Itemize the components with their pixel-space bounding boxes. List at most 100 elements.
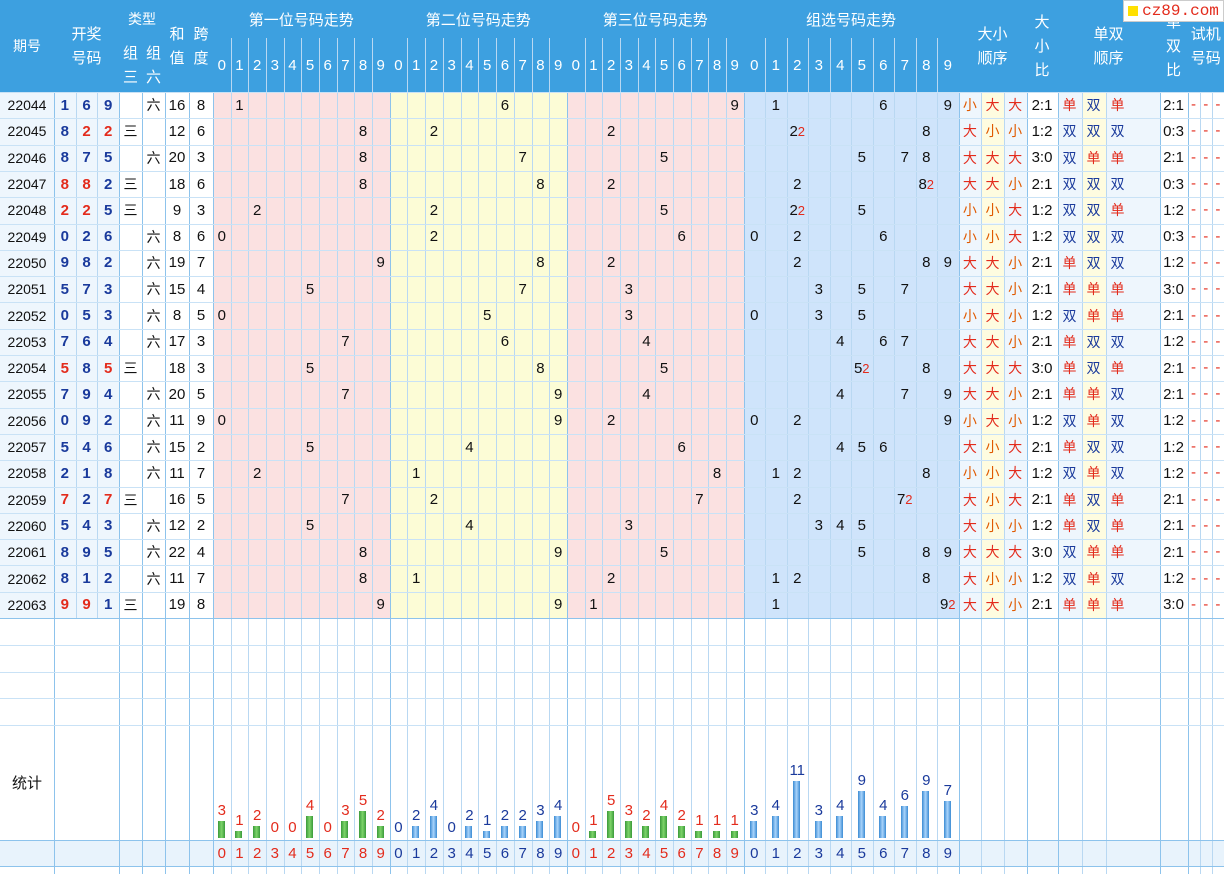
period-cell[interactable]: 22056 (7, 412, 47, 429)
size-order-cell: 小 (981, 512, 1004, 540)
size-order-cell: 小 (958, 92, 982, 119)
header-size-order: 大小顺序 (958, 0, 1027, 92)
period-cell[interactable]: 22054 (7, 360, 47, 377)
draw-digit: 7 (82, 149, 91, 167)
group-hit: 8 (922, 254, 931, 272)
parity-order-cell: 双 (1057, 407, 1082, 434)
period-cell[interactable]: 22051 (7, 281, 47, 298)
pos3-hit: 4 (642, 385, 651, 403)
draw-digit: 6 (103, 438, 113, 456)
span-cell: 7 (196, 254, 206, 272)
span-cell: 3 (196, 201, 206, 219)
period-cell[interactable]: 22048 (7, 202, 47, 219)
period-cell[interactable]: 22047 (7, 176, 47, 193)
period-cell[interactable]: 22063 (7, 596, 47, 613)
draw-digit: 2 (103, 254, 113, 272)
span-cell: 4 (196, 280, 206, 298)
stats-value-pos2: 2 (411, 807, 421, 824)
grid-vline (1211, 92, 1213, 874)
header-pos1: 第一位号码走势 (213, 0, 390, 38)
trial-cell: - (1215, 176, 1221, 193)
trial-cell: - (1191, 491, 1197, 508)
type-g3-mark: 三 (123, 177, 138, 194)
span-cell: 5 (196, 491, 206, 509)
group-hit-count: 2 (797, 123, 806, 139)
size-order-cell: 小 (1003, 591, 1027, 618)
size-order-cell: 小 (1003, 249, 1027, 277)
parity-order-cell: 双 (1057, 539, 1082, 566)
period-cell[interactable]: 22044 (7, 97, 47, 114)
group-hit: 5 (857, 517, 866, 535)
footer-digit-pos3: 5 (659, 844, 669, 862)
header-pos3-digit-7: 7 (690, 38, 709, 92)
period-cell[interactable]: 22058 (7, 465, 47, 482)
draw-digit: 2 (82, 122, 91, 140)
period-cell[interactable]: 22052 (7, 307, 47, 324)
parity-order-cell: 单 (1105, 144, 1130, 171)
footer-digit-pos3: 0 (571, 844, 580, 862)
period-cell[interactable]: 22053 (7, 333, 47, 350)
period-cell[interactable]: 22046 (7, 149, 47, 166)
pos3-hit: 9 (730, 96, 739, 114)
period-cell[interactable]: 22060 (7, 517, 47, 534)
site-logo[interactable]: cz89.com (1123, 0, 1224, 22)
stats-bar-group (836, 816, 844, 838)
group-hit: 6 (879, 228, 888, 246)
group-hit: 6 (879, 333, 888, 351)
parity-order-cell: 单 (1057, 381, 1082, 408)
footer-digit-pos3: 2 (606, 844, 616, 862)
trial-cell: - (1203, 176, 1209, 193)
parity-order-cell: 双 (1105, 433, 1130, 461)
period-cell[interactable]: 22049 (7, 228, 47, 245)
grid-hline (0, 355, 1224, 356)
period-cell[interactable]: 22059 (7, 491, 47, 508)
trial-cell: - (1191, 596, 1197, 613)
period-cell[interactable]: 22050 (7, 254, 47, 271)
group-hit-count: 2 (797, 202, 806, 218)
parity-ratio-cell: 1:2 (1163, 570, 1184, 588)
stats-value-pos3: 2 (642, 807, 651, 824)
trial-cell: - (1191, 517, 1197, 534)
size-order-cell: 大 (1003, 223, 1027, 250)
stats-value-pos1: 2 (252, 807, 262, 824)
stats-value-pos2: 2 (500, 807, 510, 824)
stats-bar-group (879, 816, 887, 838)
size-ratio-cell: 1:2 (1031, 412, 1053, 430)
period-cell[interactable]: 22055 (7, 386, 47, 403)
trial-cell: - (1191, 149, 1197, 166)
grid-vline (549, 38, 551, 874)
pos3-hit: 3 (624, 517, 633, 535)
header-type-g6: 组六 (142, 38, 165, 92)
draw-digit: 2 (103, 570, 113, 588)
type-g6-mark: 六 (146, 229, 161, 246)
draw-digit: 2 (82, 228, 91, 246)
trial-cell: - (1215, 517, 1221, 534)
group-hit: 5 (857, 543, 866, 561)
trial-cell: - (1203, 544, 1209, 561)
period-cell[interactable]: 22062 (7, 570, 47, 587)
stats-bar-pos1 (306, 816, 314, 838)
grid-vline (336, 38, 338, 874)
header-group-digit-5: 5 (851, 38, 873, 92)
pos1-hit: 5 (305, 280, 315, 298)
grid-hline (0, 302, 1224, 304)
trial-cell: - (1215, 596, 1221, 613)
trial-cell: - (1191, 254, 1197, 271)
pos1-hit: 8 (358, 122, 368, 140)
period-cell[interactable]: 22045 (7, 123, 47, 140)
type-g6-mark: 六 (146, 387, 161, 404)
parity-order-cell: 双 (1081, 118, 1106, 145)
parity-order-cell: 单 (1105, 302, 1130, 329)
draw-digit: 7 (82, 280, 91, 298)
header-group-digit-7: 7 (894, 38, 916, 92)
period-cell[interactable]: 22057 (7, 439, 47, 456)
draw-digit: 9 (60, 596, 69, 614)
stats-bar-pos1 (376, 826, 384, 838)
group-hit: 6 (879, 438, 888, 456)
footer-digit-pos1: 7 (341, 844, 350, 862)
period-cell[interactable]: 22061 (7, 544, 47, 561)
draw-digit: 5 (103, 149, 113, 167)
pos1-hit: 0 (217, 412, 226, 430)
header-type-g3: 组三 (119, 38, 142, 92)
grid-vline (743, 92, 745, 874)
